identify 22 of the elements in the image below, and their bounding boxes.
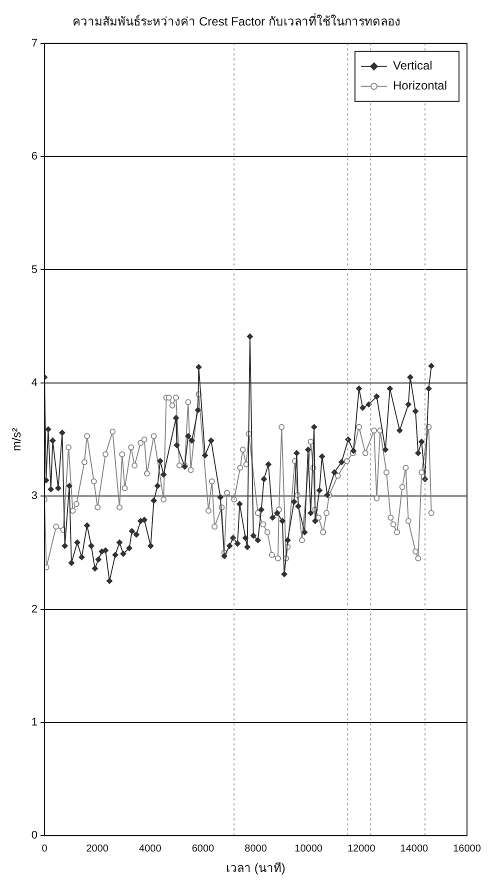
y-tick-label: 2 <box>31 603 38 616</box>
chart-title: ความสัมพันธ์ระหว่างค่า Crest Factor กับเวลาที่ใช้ในการทดลอง <box>72 12 400 29</box>
x-tick-label: 6000 <box>192 843 215 854</box>
x-tick-label: 8000 <box>244 843 268 854</box>
x-axis-title: เวลา (นาที) <box>226 861 286 876</box>
y-tick-label: 1 <box>31 716 38 728</box>
x-tick-label: 14000 <box>400 843 429 854</box>
y-tick-label: 0 <box>31 830 38 842</box>
x-tick-label: 12000 <box>347 843 376 854</box>
y-tick-label: 7 <box>31 37 38 50</box>
x-tick-label: 4000 <box>139 843 162 854</box>
x-tick-label: 10000 <box>294 843 323 854</box>
x-tick-label: 2000 <box>86 843 109 854</box>
legend-label: Horizontal <box>392 78 448 93</box>
x-tick-label: 0 <box>42 843 48 854</box>
y-tick-label: 3 <box>31 490 38 502</box>
y-axis-title: m/s² <box>10 428 24 452</box>
legend-label: Vertical <box>392 58 432 73</box>
y-tick-label: 5 <box>31 264 38 276</box>
x-tick-label: 16000 <box>453 843 482 854</box>
y-tick-label: 4 <box>31 376 38 389</box>
y-tick-label: 6 <box>31 150 38 163</box>
